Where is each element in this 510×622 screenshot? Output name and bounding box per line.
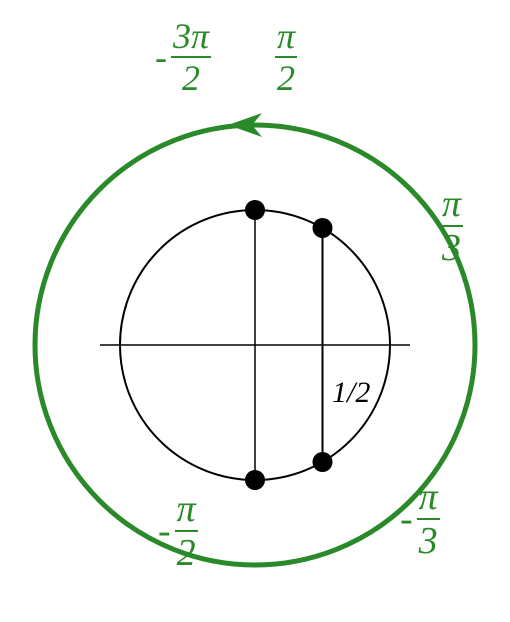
label-neg-3pi-2: - 3π 2 <box>155 18 211 96</box>
point-top <box>245 200 265 220</box>
label-one-half: 1/2 <box>332 378 370 408</box>
point-bottom <box>245 470 265 490</box>
point-pi3 <box>313 218 333 238</box>
label-neg-pi-2: - π 2 <box>158 490 198 572</box>
label-neg-pi-3: - π 3 <box>400 478 440 560</box>
point-neg-pi3 <box>313 452 333 472</box>
label-pi-3: π 3 <box>440 185 463 267</box>
label-pi-2-top: π 2 <box>275 18 297 96</box>
